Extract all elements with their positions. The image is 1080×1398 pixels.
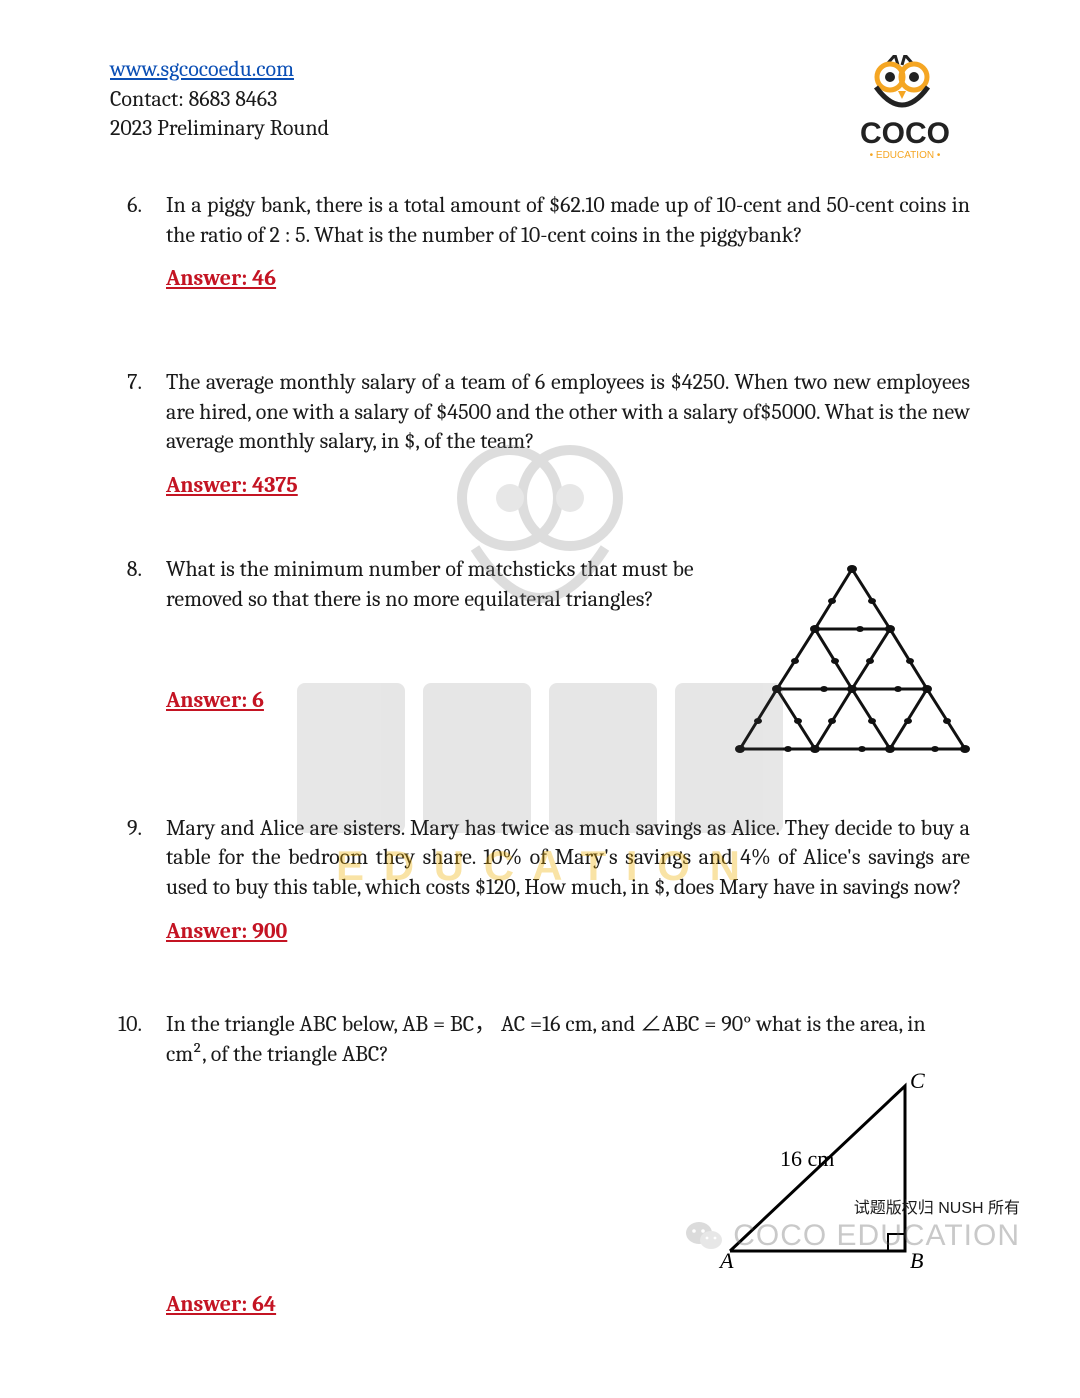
contact-line: Contact: 8683 8463 [110, 85, 329, 115]
website-link[interactable]: www.sgcocoedu.com [110, 56, 294, 82]
answer-line: Answer: 6 [166, 686, 710, 716]
question-number: 8. [110, 555, 142, 585]
round-line: 2023 Preliminary Round [110, 114, 329, 144]
page-header: www.sgcocoedu.com Contact: 8683 8463 202… [110, 55, 970, 169]
question-number: 9. [110, 814, 142, 844]
logo-sub-text: • EDUCATION • [870, 150, 941, 161]
answer-line: Answer: 64 [166, 1290, 970, 1320]
wechat-watermark: COCO EDUCATION [685, 1219, 1020, 1253]
wechat-icon [685, 1220, 723, 1252]
question-number: 10. [110, 1010, 142, 1040]
matchstick-triangle-figure [730, 549, 970, 768]
wechat-brand-text: COCO EDUCATION [733, 1219, 1020, 1253]
question-text: Mary and Alice are sisters. Mary has twi… [166, 814, 970, 903]
copyright-line: 试题版权归 NUSH 所有 [854, 1194, 1020, 1218]
question-text: In the triangle ABC below, AB = BC， AC =… [166, 1010, 970, 1069]
question-9: 9. Mary and Alice are sisters. Mary has … [110, 814, 970, 947]
question-number: 7. [110, 368, 142, 398]
hypotenuse-label: 16 cm [780, 1146, 834, 1171]
questions-list: 6. In a piggy bank, there is a total amo… [110, 191, 970, 1319]
question-text: The average monthly salary of a team of … [166, 368, 970, 457]
logo-brand-text: COCO [860, 117, 950, 150]
coco-logo: COCO • EDUCATION • [840, 55, 970, 169]
question-7: 7. The average monthly salary of a team … [110, 368, 970, 501]
question-6: 6. In a piggy bank, there is a total amo… [110, 191, 970, 294]
question-text: In a piggy bank, there is a total amount… [166, 191, 970, 250]
vertex-c-label: C [910, 1068, 925, 1093]
answer-line: Answer: 900 [166, 917, 970, 947]
question-8: 8. What is the minimum number of matchst… [110, 555, 970, 768]
answer-line: Answer: 46 [166, 264, 970, 294]
question-text: What is the minimum number of matchstick… [166, 555, 710, 614]
answer-line: Answer: 4375 [166, 471, 970, 501]
question-10: 10. In the triangle ABC below, AB = BC， … [110, 1010, 970, 1319]
question-number: 6. [110, 191, 142, 221]
